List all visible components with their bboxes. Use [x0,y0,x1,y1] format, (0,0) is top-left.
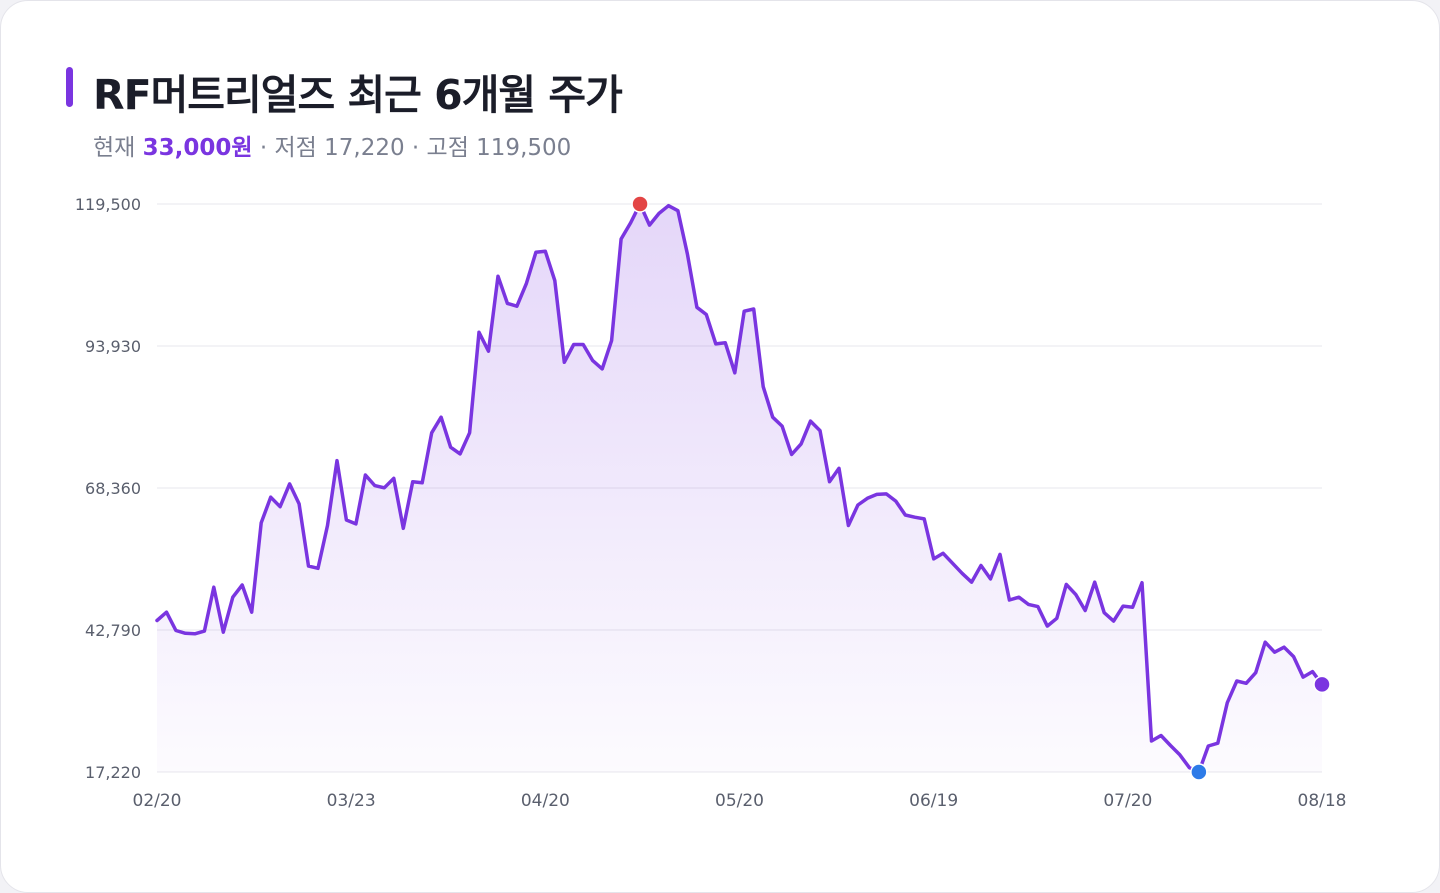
x-tick-label: 04/20 [521,791,570,811]
price-range-text: · 저점 17,220 · 고점 119,500 [252,135,572,161]
title-accent-bar [66,67,73,107]
y-tick-label: 68,360 [85,479,141,498]
x-tick-label: 02/20 [133,791,182,811]
y-axis-ticks: 17,220 42,790 68,360 93,930 119,500 [75,195,141,782]
x-axis-ticks: 02/20 03/23 04/20 05/20 06/19 07/20 08/18 [133,791,1347,811]
x-tick-label: 03/23 [327,791,376,811]
chart-title: RF머트리얼즈 최근 6개월 주가 [93,71,623,119]
x-tick-label: 06/19 [909,791,958,811]
y-tick-label: 17,220 [85,763,141,782]
y-tick-label: 119,500 [75,195,141,214]
x-tick-label: 07/20 [1103,791,1152,811]
price-area [157,204,1322,772]
current-price-prefix: 현재 [93,135,143,161]
low-point-marker [1190,763,1208,781]
chart-subtitle: 현재 33,000원 · 저점 17,220 · 고점 119,500 [93,128,571,162]
y-tick-label: 42,790 [85,621,141,640]
high-point-marker [631,195,649,213]
current-point-marker [1313,675,1331,694]
x-tick-label: 08/18 [1298,791,1347,811]
x-tick-label: 05/20 [715,791,764,811]
price-line [155,202,1324,774]
y-tick-label: 93,930 [85,337,141,356]
current-price-value: 33,000원 [142,135,253,161]
